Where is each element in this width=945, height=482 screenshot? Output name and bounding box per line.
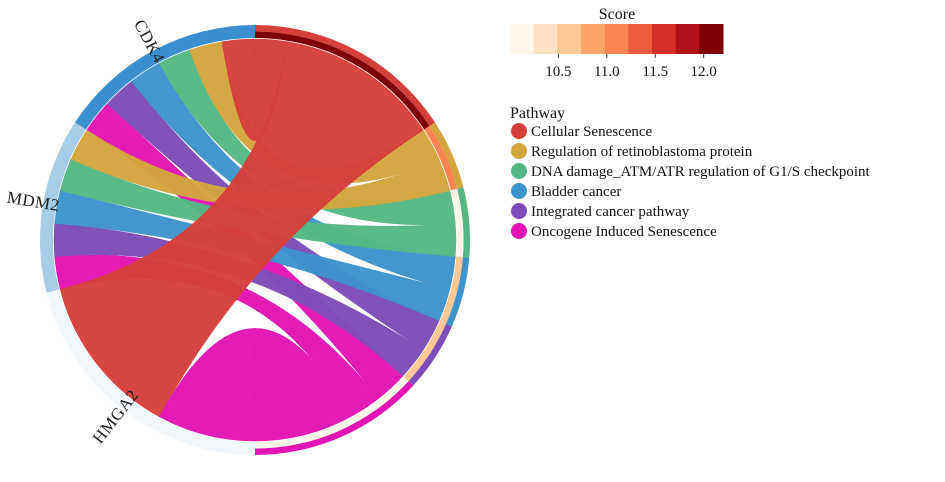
score-tick-label: 10.5 [545,64,571,80]
score-legend-title: Score [599,6,635,23]
legend-label-dna: DNA damage_ATM/ATR regulation of G1/S ch… [531,164,871,180]
legend: Score 10.5 11.0 11.5 12.0 Pathway Cellular … [510,6,871,240]
pathway-arc-icp [408,323,452,386]
gene-arc-cdk4 [75,25,255,130]
legend-swatch-bc [511,183,527,199]
ribbons-layer [53,38,457,442]
score-tick-label: 11.0 [594,64,620,80]
pathway-score-arc-rb [424,125,458,191]
legend-swatch-icp [511,203,527,219]
legend-swatch-rb [511,143,527,159]
legend-label-rb: Regulation of retinoblastoma protein [531,144,753,160]
pathway-arc-cs [255,25,435,126]
legend-label-cs: Cellular Senescence [531,124,653,140]
pathway-score-arc-bc [439,256,463,324]
legend-label-bc: Bladder cancer [531,184,621,200]
gene-arc-hmga2 [46,289,255,455]
legend-label-icp: Integrated cancer pathway [531,204,690,220]
score-bar-segment [675,24,700,54]
pathway-legend-items: Cellular Senescence Regulation of retinob… [511,123,871,240]
score-bar-segment [533,24,558,54]
score-bar-segment [652,24,677,54]
score-bar-segment [604,24,629,54]
score-bar-segment [628,24,653,54]
pathway-score-arc-icp [403,321,446,382]
pathway-legend-title: Pathway [510,105,565,122]
ribbon-mdm2-icp [53,223,424,377]
pathway-arc-rb [429,122,464,189]
score-bar-segment [581,24,606,54]
gene-arc-mdm2 [39,122,86,293]
score-color-bar [510,24,724,54]
gene-label-cdk4: CDK4 [130,16,169,66]
pathway-arc-dna [457,187,470,258]
score-tick-label: 12.0 [691,64,717,80]
score-tick-label: 11.5 [642,64,668,80]
pathway-arc-bc [445,257,470,327]
legend-swatch-cs [511,123,527,139]
arcs-layer [39,25,470,455]
ribbon-hmga2-ois [158,328,352,442]
legend-swatch-dna [511,163,527,179]
score-bar-segment [557,24,582,54]
score-bar-segment [510,24,535,54]
legend-swatch-ois [511,223,527,239]
pathway-score-arc-dna [450,188,464,258]
score-bar-segment [699,24,724,54]
score-ticks: 10.5 11.0 11.5 12.0 [545,54,717,80]
legend-label-ois: Oncogene Induced Senescence [531,224,717,240]
pathway-score-arc-cs [255,31,430,130]
